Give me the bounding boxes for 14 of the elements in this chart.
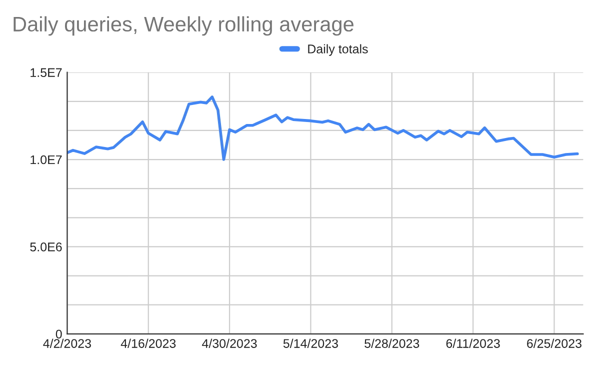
x-tick-label: 4/30/2023 (202, 338, 257, 348)
x-tick-label: 5/28/2023 (364, 338, 420, 348)
y-tick-label: 1.0E7 (30, 155, 62, 164)
legend-label: Daily totals (308, 44, 368, 56)
x-tick-label: 4/16/2023 (120, 338, 176, 348)
x-tick-label: 6/11/2023 (446, 338, 500, 348)
y-tick-label: 5.0E6 (30, 242, 62, 252)
chart-title: Daily queries, Weekly rolling average (14, 16, 354, 36)
y-tick-label: 1.5E7 (30, 68, 62, 77)
x-tick-label: 4/2/2023 (43, 338, 91, 348)
line-series (67, 96, 579, 161)
x-tick-label: 5/14/2023 (283, 338, 338, 348)
x-tick-label: 6/25/2023 (527, 338, 582, 348)
y-tick-label: 0 (56, 330, 62, 339)
